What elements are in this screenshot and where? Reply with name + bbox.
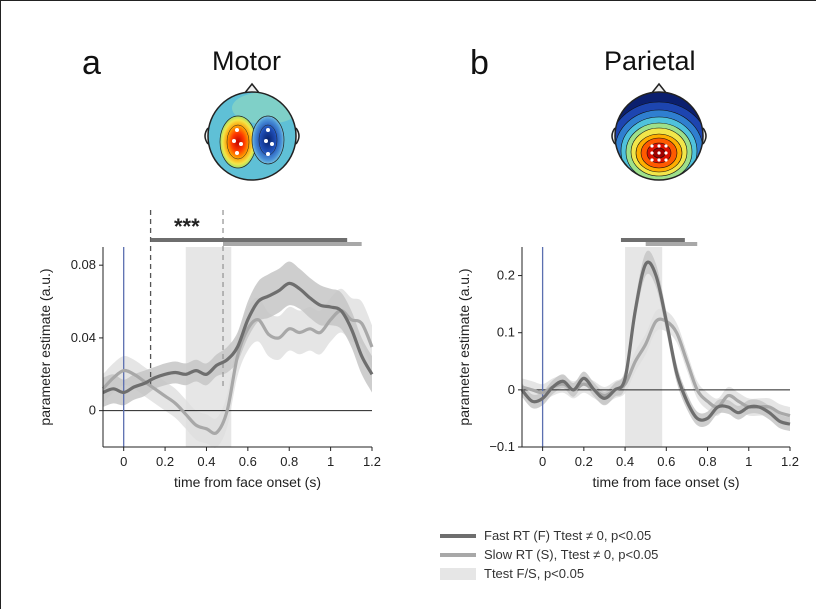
x-tick-label: 0.8 — [698, 454, 716, 469]
y-tick-label: 0 — [89, 403, 96, 418]
left-ear-icon — [204, 127, 209, 145]
panel-b-title: Parietal — [604, 46, 696, 76]
y-tick-label: 0 — [508, 382, 515, 397]
legend-label-slow: Slow RT (S), Ttest ≠ 0, p<0.05 — [484, 547, 659, 562]
sem-band-slow — [522, 308, 790, 425]
x-tick-label: 0 — [539, 454, 546, 469]
right-ear-icon — [702, 127, 707, 145]
y-tick-label: 0.08 — [71, 257, 96, 272]
legend-swatch-fast — [440, 534, 476, 538]
line-fast — [520, 260, 791, 426]
x-tick-label: 0.2 — [575, 454, 593, 469]
y-tick-label: −0.1 — [489, 439, 515, 454]
y-axis-label: parameter estimate (a.u.) — [37, 268, 53, 425]
x-tick-label: 1.2 — [363, 454, 381, 469]
y-tick-label: 0.1 — [497, 325, 515, 340]
x-tick-label: 0.4 — [197, 454, 215, 469]
x-tick-label: 0.6 — [239, 454, 257, 469]
sem-band-fast — [103, 261, 372, 407]
motor-topomap — [204, 82, 300, 181]
legend-label-fast: Fast RT (F) Ttest ≠ 0, p<0.05 — [484, 528, 652, 543]
y-tick-label: 0.2 — [497, 268, 515, 283]
panel-b-letter: b — [470, 44, 489, 82]
motor-chart: *** 0 0.2 0.4 0.6 0.8 1 1.2 0 0.04 0.08 time from f… — [37, 210, 381, 490]
x-tick-label: 0.4 — [616, 454, 634, 469]
x-tick-label: 0.2 — [156, 454, 174, 469]
y-tick-label: 0.04 — [71, 330, 96, 345]
legend-swatch-sig — [440, 568, 476, 580]
right-ear-icon — [295, 127, 300, 145]
x-axis-label: time from face onset (s) — [174, 474, 321, 490]
x-tick-label: 1 — [327, 454, 334, 469]
parietal-topomap — [611, 82, 707, 181]
x-tick-label: 0 — [120, 454, 127, 469]
panel-a-title: Motor — [212, 46, 282, 76]
significance-stars: *** — [174, 214, 200, 239]
x-tick-label: 1 — [745, 454, 752, 469]
x-axis-label: time from face onset (s) — [592, 474, 739, 490]
line-slow — [101, 309, 374, 435]
parietal-chart: 0 0.2 0.4 0.6 0.8 1 1.2 −0.1 0 0.1 0.2 time from fa… — [456, 238, 799, 490]
x-tick-label: 0.6 — [657, 454, 675, 469]
x-tick-label: 0.8 — [280, 454, 298, 469]
panel-a-letter: a — [82, 44, 101, 82]
sem-band-slow — [103, 288, 372, 448]
x-tick-label: 1.2 — [781, 454, 799, 469]
legend-label-sig: Ttest F/S, p<0.05 — [484, 566, 585, 581]
legend-swatch-slow — [440, 553, 476, 557]
line-fast — [102, 281, 374, 395]
y-axis-label: parameter estimate (a.u.) — [456, 268, 472, 425]
left-ear-icon — [611, 127, 616, 145]
